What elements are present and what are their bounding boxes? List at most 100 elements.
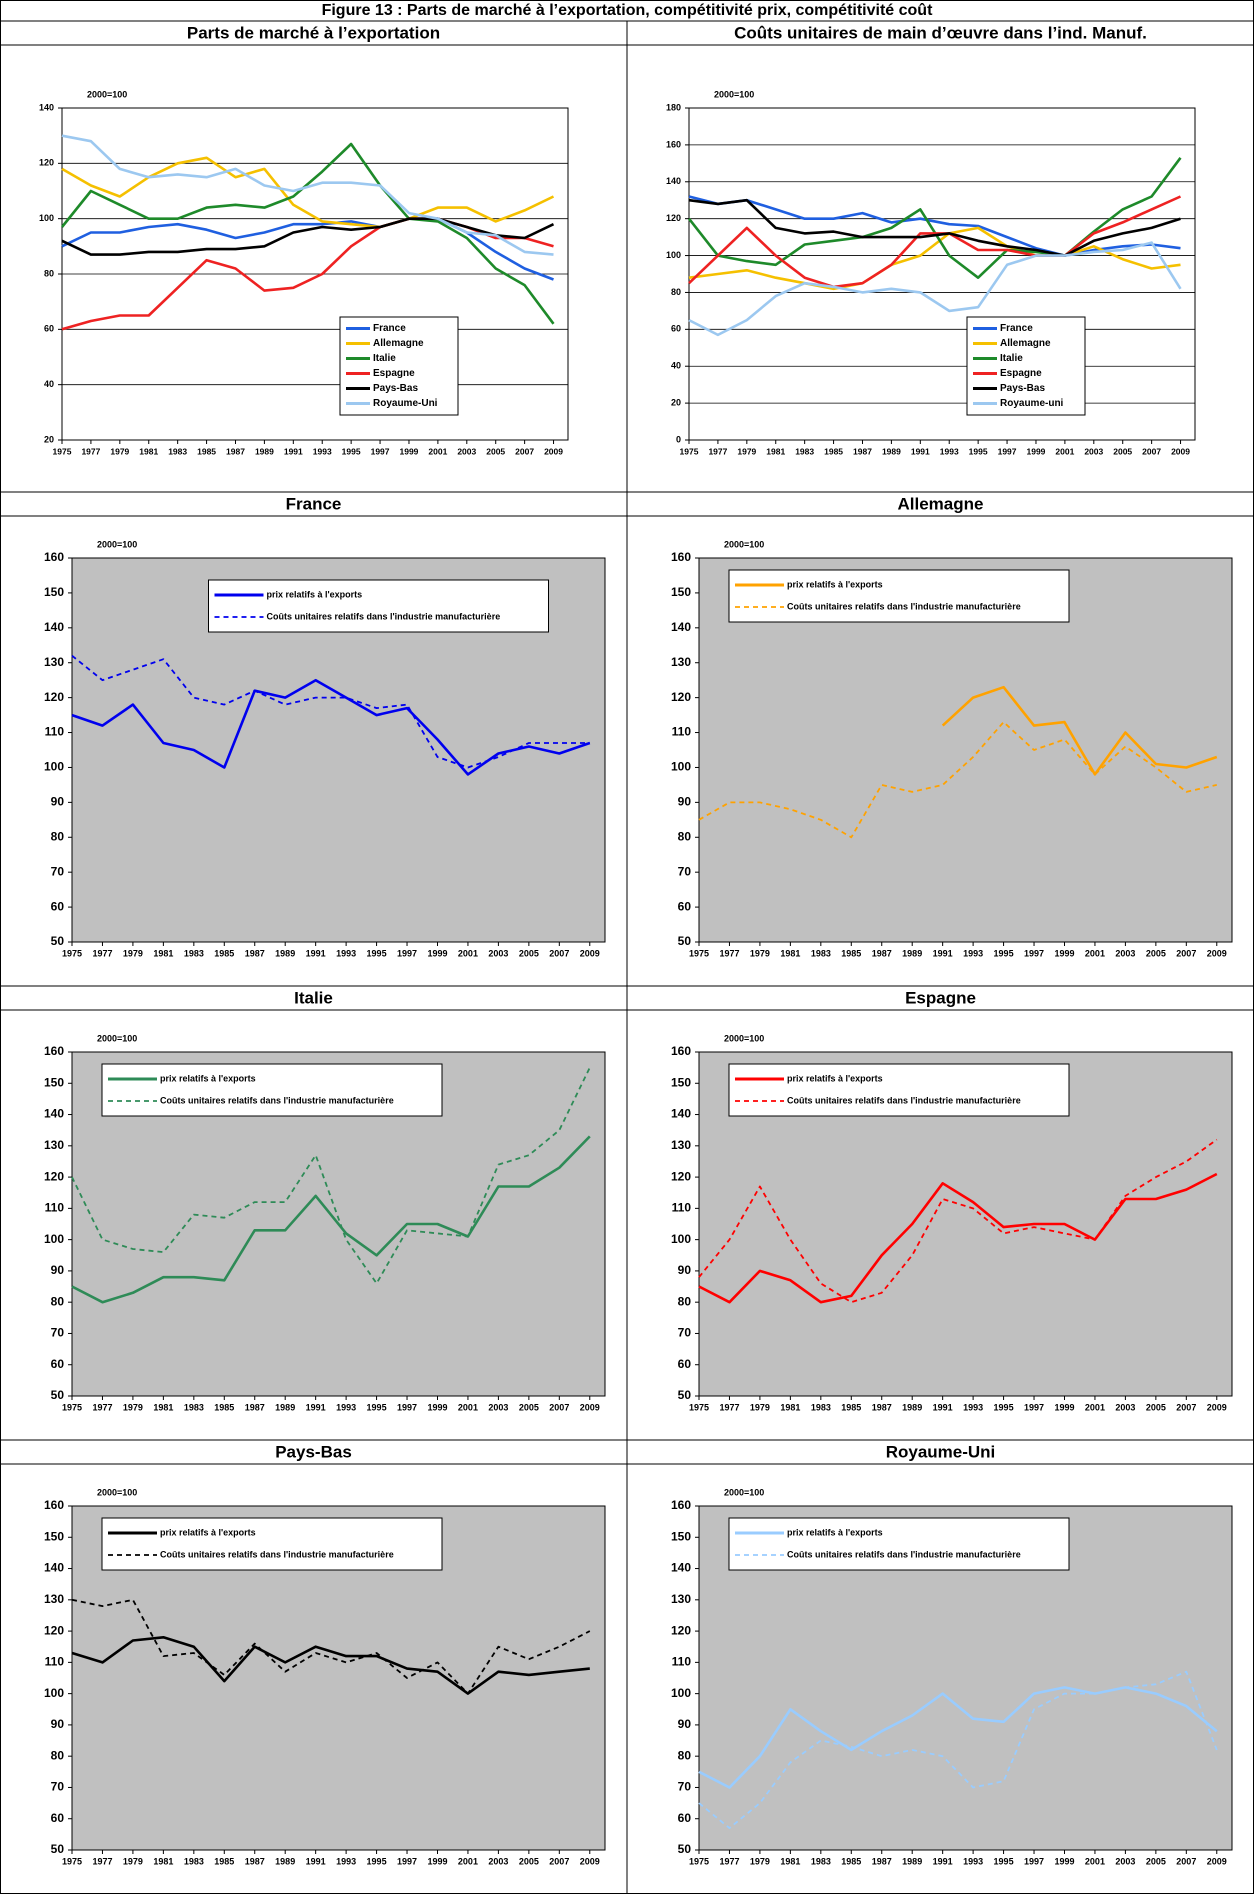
x-tick-label: 2007 xyxy=(1176,1856,1196,1866)
x-tick-label: 1997 xyxy=(1024,1856,1044,1866)
x-tick-label: 2007 xyxy=(549,1856,569,1866)
y-tick-label: 80 xyxy=(44,268,54,278)
y-tick-label: 60 xyxy=(51,1357,65,1371)
y-tick-label: 160 xyxy=(671,550,691,564)
y-tick-label: 140 xyxy=(666,176,681,186)
y-tick-label: 80 xyxy=(671,287,681,297)
x-tick-label: 2009 xyxy=(1207,1402,1227,1412)
x-tick-label: 1993 xyxy=(336,1402,356,1412)
x-tick-label: 1993 xyxy=(336,948,356,958)
x-tick-label: 1977 xyxy=(92,1402,112,1412)
y-tick-label: 160 xyxy=(671,1044,691,1058)
x-tick-label: 2003 xyxy=(1115,1402,1135,1412)
x-tick-label: 2007 xyxy=(1176,1402,1196,1412)
x-tick-label: 1995 xyxy=(994,948,1014,958)
y-tick-label: 60 xyxy=(678,899,692,913)
x-tick-label: 1979 xyxy=(123,948,143,958)
legend-box xyxy=(339,316,459,416)
y-tick-label: 80 xyxy=(51,1748,65,1762)
figure-title: Figure 13 : Parts de marché à l’exportat… xyxy=(322,2,933,19)
x-tick-label: 1989 xyxy=(275,948,295,958)
legend-label: Allemagne xyxy=(373,338,424,349)
x-tick-label: 1991 xyxy=(933,948,953,958)
x-tick-label: 2005 xyxy=(519,948,539,958)
x-tick-label: 2001 xyxy=(458,1856,478,1866)
y-tick-label: 80 xyxy=(51,1294,65,1308)
legend-box xyxy=(101,1063,443,1117)
x-tick-label: 2001 xyxy=(1085,1856,1105,1866)
x-tick-label: 2003 xyxy=(488,1402,508,1412)
y-tick-label: 100 xyxy=(671,760,691,774)
x-tick-label: 1985 xyxy=(214,1856,234,1866)
x-tick-label: 1993 xyxy=(313,446,332,456)
y-tick-label: 90 xyxy=(51,1263,65,1277)
panel-title: Allemagne xyxy=(898,494,984,513)
x-tick-label: 2007 xyxy=(1176,948,1196,958)
x-tick-label: 2005 xyxy=(1146,1856,1166,1866)
series-line xyxy=(698,1172,1218,1304)
legend-label: Coûts unitaires relatifs dans l'industri… xyxy=(787,601,1021,611)
x-tick-label: 1979 xyxy=(123,1402,143,1412)
x-tick-label: 1977 xyxy=(81,446,100,456)
panel-title: France xyxy=(286,494,342,513)
x-tick-label: 2003 xyxy=(1084,446,1103,456)
x-tick-label: 1979 xyxy=(750,1856,770,1866)
legend-label: France xyxy=(1000,323,1033,334)
series-line xyxy=(698,1686,1218,1789)
x-tick-label: 1999 xyxy=(427,1402,447,1412)
series-line xyxy=(71,1067,591,1285)
x-tick-label: 2003 xyxy=(488,948,508,958)
y-tick-label: 150 xyxy=(671,1075,691,1089)
x-tick-label: 2009 xyxy=(1207,948,1227,958)
x-tick-label: 2005 xyxy=(486,446,505,456)
y-tick-label: 80 xyxy=(678,829,692,843)
x-tick-label: 1985 xyxy=(214,948,234,958)
legend-label: prix relatifs à l'exports xyxy=(787,1527,883,1537)
y-tick-label: 90 xyxy=(51,795,65,809)
x-tick-label: 1981 xyxy=(153,1856,173,1866)
x-tick-label: 1999 xyxy=(1054,1856,1074,1866)
panel-title: Espagne xyxy=(905,988,976,1007)
series-line xyxy=(688,195,1182,289)
x-tick-label: 1997 xyxy=(998,446,1017,456)
x-tick-label: 1979 xyxy=(737,446,756,456)
legend-label: Royaume-uni xyxy=(1000,398,1064,409)
panel-title: Coûts unitaires de main d’œuvre dans l’i… xyxy=(734,23,1147,42)
y-tick-label: 60 xyxy=(51,1811,65,1825)
x-tick-label: 1979 xyxy=(110,446,129,456)
x-tick-label: 2001 xyxy=(1085,1402,1105,1412)
series-line xyxy=(688,226,1181,291)
x-tick-label: 2009 xyxy=(1207,1856,1227,1866)
series-line xyxy=(60,142,555,325)
y-tick-label: 130 xyxy=(44,1592,64,1606)
x-tick-label: 1999 xyxy=(1054,948,1074,958)
legend-label: prix relatifs à l'exports xyxy=(787,579,883,589)
series-line xyxy=(71,1135,591,1304)
y-tick-label: 100 xyxy=(671,1232,691,1246)
y-tick-label: 130 xyxy=(671,1592,691,1606)
series-line xyxy=(698,721,1218,839)
series-line xyxy=(698,1670,1218,1829)
y-tick-label: 140 xyxy=(39,102,54,112)
y-tick-label: 100 xyxy=(666,250,681,260)
x-tick-label: 1985 xyxy=(841,1402,861,1412)
y-tick-label: 130 xyxy=(671,1138,691,1152)
x-tick-label: 2003 xyxy=(1115,948,1135,958)
x-tick-label: 1979 xyxy=(750,1402,770,1412)
y-tick-label: 150 xyxy=(671,1529,691,1543)
y-tick-label: 120 xyxy=(666,213,681,223)
y-tick-label: 0 xyxy=(676,434,681,444)
legend-label: France xyxy=(373,323,406,334)
legend-label: Italie xyxy=(1000,353,1023,364)
x-tick-label: 1993 xyxy=(336,1856,356,1866)
x-tick-label: 1985 xyxy=(841,1856,861,1866)
y-tick-label: 70 xyxy=(678,1326,692,1340)
annotation: 2000=100 xyxy=(97,1033,137,1043)
x-tick-label: 1995 xyxy=(994,1856,1014,1866)
series-line xyxy=(688,198,1181,257)
x-tick-label: 2009 xyxy=(1171,446,1190,456)
y-tick-label: 40 xyxy=(44,379,54,389)
y-tick-label: 150 xyxy=(671,585,691,599)
x-tick-label: 2005 xyxy=(1113,446,1132,456)
legend-label: prix relatifs à l'exports xyxy=(160,1073,256,1083)
